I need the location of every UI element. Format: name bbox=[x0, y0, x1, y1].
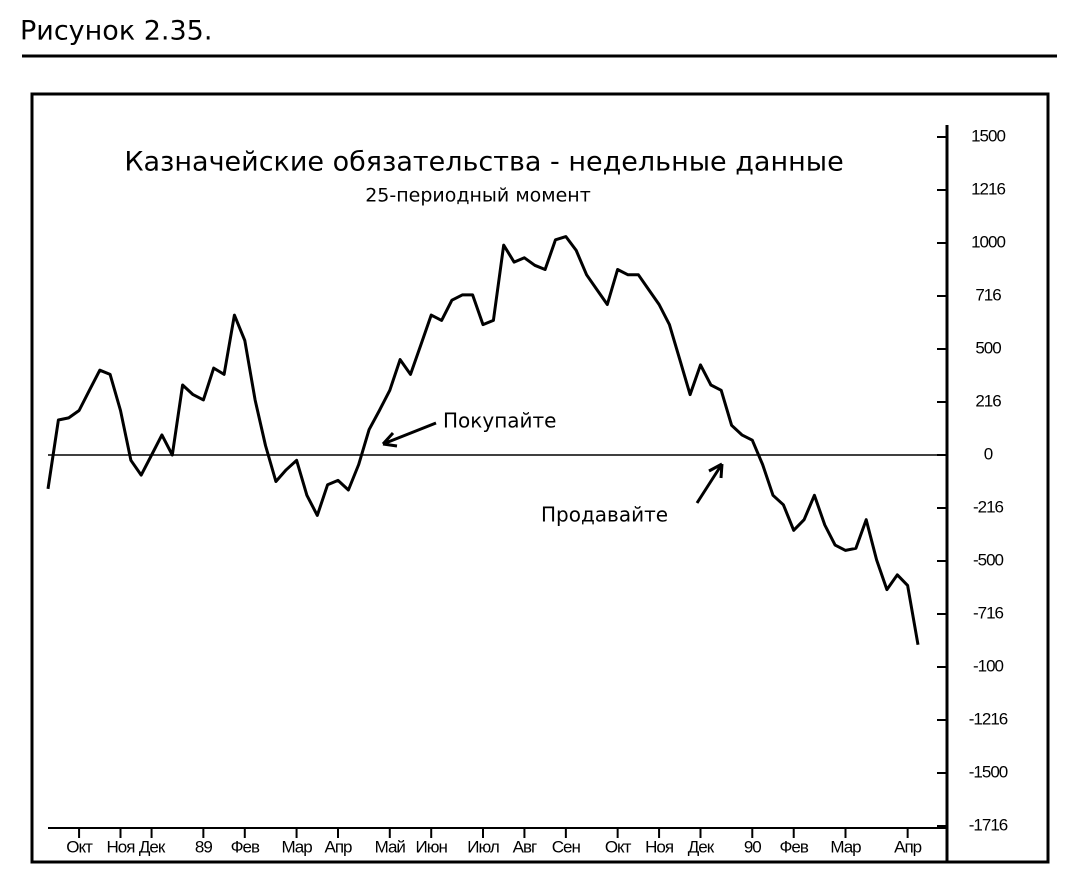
y-tick-label: -1216 bbox=[969, 709, 1008, 728]
y-tick-label: -716 bbox=[973, 603, 1004, 622]
y-tick-label: -100 bbox=[973, 656, 1004, 675]
x-tick-label: Мар bbox=[830, 837, 861, 856]
x-tick-label: Ноя bbox=[107, 837, 136, 856]
annotation: Покупайте bbox=[443, 409, 556, 433]
x-tick-label: Мар bbox=[281, 837, 312, 856]
x-tick-label: Дек bbox=[688, 837, 715, 856]
x-tick-label: Апр bbox=[325, 837, 353, 856]
y-tick-label: 216 bbox=[975, 391, 1001, 410]
y-tick-label: -500 bbox=[973, 550, 1004, 569]
y-tick-label: 500 bbox=[975, 338, 1001, 357]
y-tick-label: -1500 bbox=[969, 762, 1008, 781]
x-tick-label: Апр bbox=[894, 837, 922, 856]
y-tick-label: 0 bbox=[984, 444, 993, 463]
x-tick-label: Дек bbox=[139, 837, 166, 856]
y-tick-label: 716 bbox=[975, 285, 1001, 304]
x-tick-label: Май bbox=[375, 837, 406, 856]
x-tick-label: Фев bbox=[231, 837, 260, 856]
x-tick-label: Окт bbox=[605, 837, 632, 856]
y-tick-label: 1500 bbox=[971, 126, 1005, 145]
annotation-arrow bbox=[381, 421, 437, 448]
x-tick-label: Окт bbox=[66, 837, 93, 856]
x-tick-label: Июл bbox=[467, 837, 499, 856]
x-tick-label: Июн bbox=[416, 837, 448, 856]
chart-title: Казначейские обязательства - недельные д… bbox=[124, 147, 843, 178]
x-tick-label: Сен bbox=[552, 837, 581, 856]
y-tick-label: 1000 bbox=[971, 232, 1005, 251]
annotation-arrow bbox=[695, 462, 724, 504]
x-tick-label: Фев bbox=[780, 837, 809, 856]
x-tick-label: 90 bbox=[744, 837, 761, 856]
y-tick-label: -216 bbox=[973, 497, 1004, 516]
chart-frame bbox=[30, 92, 1050, 864]
x-tick-label: Ноя bbox=[645, 837, 674, 856]
annotation: Продавайте bbox=[541, 503, 668, 527]
figure-caption: Рисунок 2.35. bbox=[20, 16, 212, 47]
chart-subtitle: 25-периодный момент bbox=[365, 185, 591, 207]
y-tick-label: 1216 bbox=[971, 179, 1005, 198]
x-tick-label: 89 bbox=[195, 837, 212, 856]
y-tick-label: -1716 bbox=[969, 815, 1008, 834]
x-tick-label: Авг bbox=[513, 837, 537, 856]
data-line bbox=[46, 235, 920, 645]
